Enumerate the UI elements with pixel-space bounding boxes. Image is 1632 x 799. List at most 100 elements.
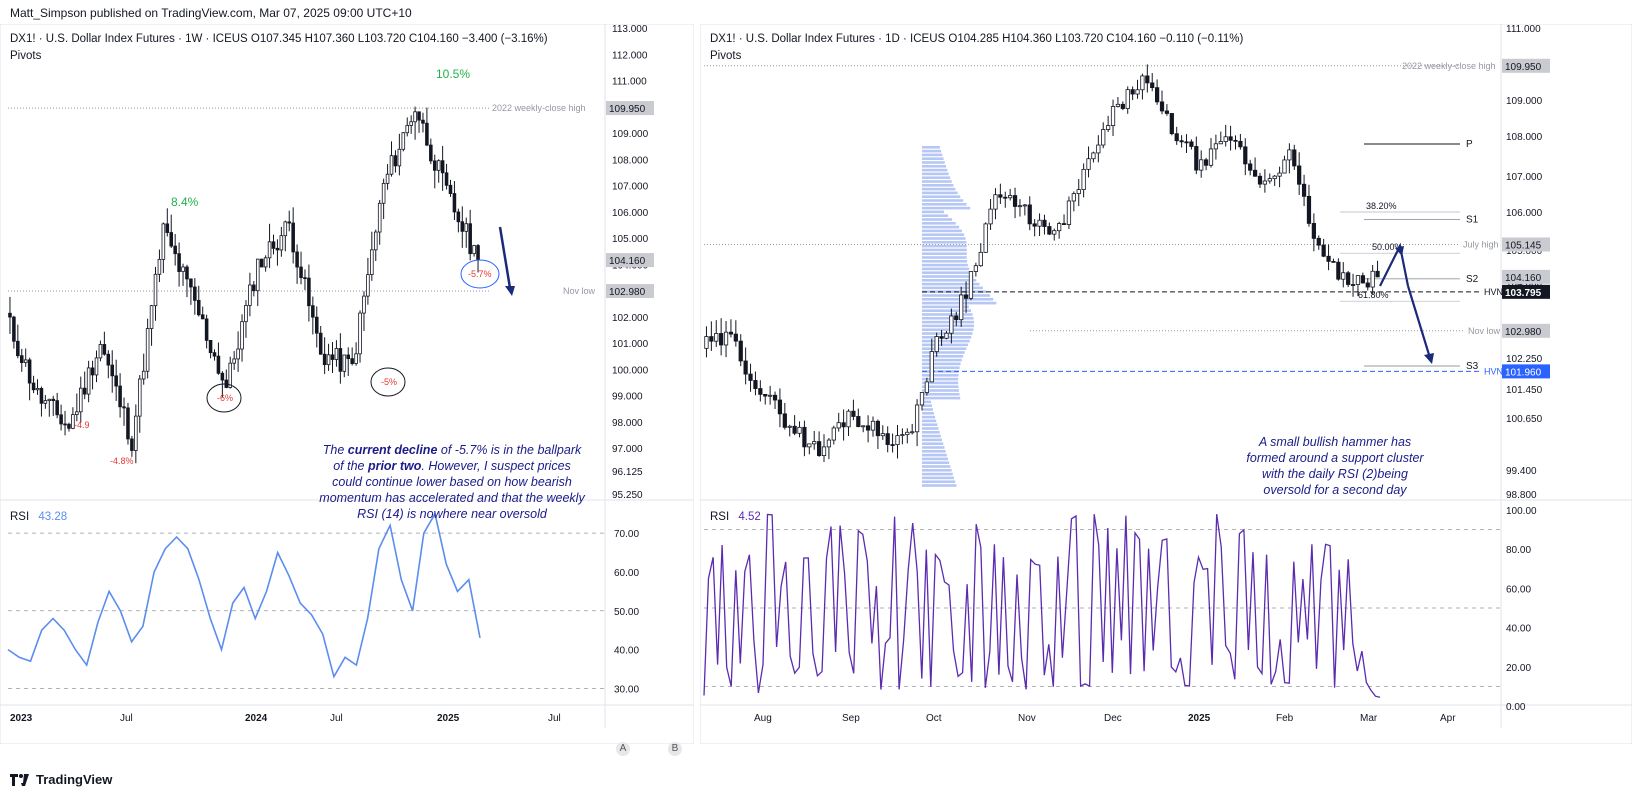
right-price-tag-label: 101.960 <box>1505 367 1542 378</box>
right-candle-body <box>851 410 856 417</box>
left-candle-body <box>440 160 445 174</box>
left-price-tick-label: 97.000 <box>612 444 643 455</box>
left-candle-body <box>252 284 256 292</box>
right-candle-body <box>817 441 822 456</box>
right-rsi-value: 4.52 <box>738 511 761 523</box>
right-candle-body <box>753 380 758 389</box>
right-volume-profile-bar <box>922 271 972 274</box>
right-candle-body <box>944 332 949 339</box>
right-indicator-label[interactable]: Pivots <box>710 50 742 62</box>
right-volume-profile-bar <box>922 146 940 149</box>
right-price-tag-label: 105.145 <box>1505 240 1542 251</box>
right-time-tick-label: 2025 <box>1188 713 1211 724</box>
right-candle-body <box>1008 195 1013 199</box>
left-candle-body <box>397 148 402 167</box>
right-candle-body <box>1277 172 1282 177</box>
left-indicator-label[interactable]: Pivots <box>10 50 42 62</box>
left-candle-body <box>385 173 390 184</box>
left-candle-body <box>204 318 209 341</box>
left-chart-pane[interactable]: 113.000112.000111.000110.000109.000108.0… <box>0 24 694 744</box>
left-candle-body <box>236 348 240 360</box>
right-volume-profile-bar <box>922 374 959 377</box>
right-time-tick-label: Dec <box>1104 713 1122 724</box>
left-candle-body <box>373 231 378 251</box>
right-candle-body <box>1169 113 1174 135</box>
left-swing-label-down-1: -4.9 <box>74 420 90 430</box>
right-candle-body <box>1306 195 1312 224</box>
right-price-tag-label: 109.950 <box>1505 62 1542 73</box>
left-candle-body <box>468 223 472 255</box>
right-volume-profile-bar <box>922 400 932 404</box>
left-candle-body <box>287 221 292 224</box>
right-volume-profile-bar <box>922 427 939 430</box>
right-candle-body <box>1130 89 1135 95</box>
right-price-tag <box>1502 364 1550 379</box>
right-volume-profile-bar <box>922 149 942 153</box>
right-candle-body <box>1120 103 1125 109</box>
right-candle-body <box>1248 163 1253 171</box>
right-candle-body <box>1022 204 1027 207</box>
right-candle-body <box>890 444 895 446</box>
left-candle-body <box>444 172 449 186</box>
left-price-tag <box>606 284 654 299</box>
left-price-tick-label: 96.125 <box>612 467 643 478</box>
right-volume-profile-bar <box>922 480 956 483</box>
left-candle-body <box>248 284 252 306</box>
left-note-line-1: The current decline of -5.7% is in the b… <box>322 443 582 457</box>
left-candle-body <box>110 364 115 377</box>
right-rsi-header[interactable]: RSI 4.52 <box>710 511 761 523</box>
left-candle-body <box>456 211 461 223</box>
left-candle-body <box>334 348 339 360</box>
right-down-arrow <box>1406 285 1432 359</box>
auto-scale-button[interactable]: A <box>616 742 630 756</box>
right-volume-profile-bar <box>922 237 966 240</box>
left-candle-body <box>271 241 276 249</box>
right-volume-profile-bar <box>922 210 945 214</box>
left-candle-body <box>381 182 386 204</box>
left-candle-body <box>255 258 260 292</box>
left-candle-body <box>78 387 83 413</box>
right-volume-profile-bar <box>922 203 967 206</box>
right-candle-body <box>1076 189 1081 195</box>
right-volume-profile-bar <box>922 351 965 354</box>
left-candle-body <box>196 299 201 316</box>
right-candle-body <box>1071 193 1076 202</box>
right-candle-body <box>1140 75 1145 91</box>
left-candle-body <box>157 258 162 275</box>
right-candle-body <box>1096 144 1101 154</box>
right-candle-body <box>1365 282 1370 288</box>
right-volume-profile-bar <box>922 328 974 331</box>
tradingview-brand[interactable]: TradingView <box>10 772 112 787</box>
right-volume-profile-bar <box>922 279 977 282</box>
right-chart-pane[interactable]: 111.000 109.000 108.000 107.000 106.000 105.0… <box>700 24 1632 744</box>
right-candle-body <box>1243 146 1248 165</box>
left-candle-body <box>137 378 142 417</box>
right-candle-body <box>748 373 753 381</box>
right-price-tick-label: 107.000 <box>1506 172 1543 183</box>
right-price-tick-label: 105.000 <box>1506 246 1543 257</box>
left-candle-body <box>267 241 272 259</box>
log-scale-button[interactable]: B <box>668 742 682 756</box>
right-price-tag-label: 102.980 <box>1505 327 1542 338</box>
left-candle-body <box>318 332 323 355</box>
right-candle-body <box>1086 158 1091 170</box>
right-candle-body <box>875 420 881 437</box>
right-arrow-head <box>1424 353 1434 364</box>
left-symbol-header[interactable]: DX1! · U.S. Dollar Index Futures · 1W · … <box>10 33 548 45</box>
left-price-tick-label: 100.000 <box>612 365 649 376</box>
left-candle-body <box>8 312 12 318</box>
left-candle-body <box>342 354 347 372</box>
right-symbol-header[interactable]: DX1! · U.S. Dollar Index Futures · 1D · … <box>710 33 1244 45</box>
left-candle-body <box>181 266 185 272</box>
right-volume-profile-bar <box>922 229 962 233</box>
left-rsi-header[interactable]: RSI 43.28 <box>10 511 67 523</box>
right-candle-body <box>1155 87 1160 103</box>
right-level-label: July high <box>1463 239 1499 249</box>
right-candle-body <box>1017 205 1023 208</box>
right-rsi-tick-label: 40.00 <box>1506 624 1531 635</box>
left-candle-body <box>240 321 244 350</box>
left-swing-circle <box>460 259 500 289</box>
left-candle-body <box>59 414 63 425</box>
right-candle-body <box>973 265 978 272</box>
right-price-tag <box>1502 58 1550 73</box>
